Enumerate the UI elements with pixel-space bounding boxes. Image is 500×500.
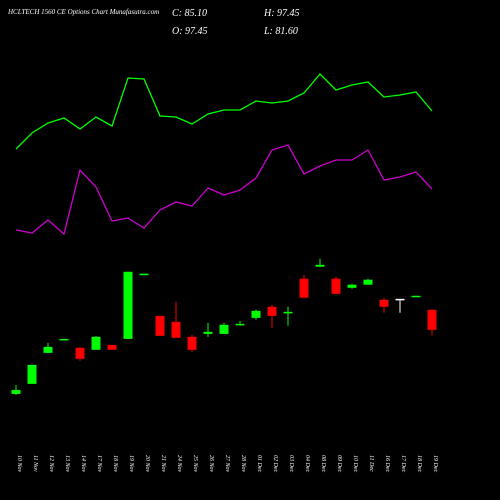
x-tick-label: 26 Nov xyxy=(208,455,214,473)
x-tick-label: 18 Nov xyxy=(112,455,118,473)
x-tick-label: 12 Nov xyxy=(48,455,54,473)
x-tick-label: 08 Dec xyxy=(320,455,326,472)
candle-body xyxy=(75,347,85,359)
candle-body xyxy=(43,346,53,353)
x-tick-label: 24 Nov xyxy=(176,455,183,473)
x-tick-label: 17 Dec xyxy=(400,455,406,472)
x-tick-label: 11 Dec xyxy=(368,455,374,472)
low-label: L: 81.60 xyxy=(263,26,298,37)
x-tick-label: 25 Nov xyxy=(192,455,198,473)
candle-body xyxy=(315,264,325,267)
candle-body xyxy=(171,321,181,338)
candle-body xyxy=(427,309,437,330)
candle-body xyxy=(235,323,245,326)
x-tick-label: 17 Nov xyxy=(96,455,102,473)
candle-body xyxy=(27,364,37,384)
x-tick-label: 04 Dec xyxy=(304,455,311,472)
candle-body xyxy=(11,390,21,394)
x-tick-label: 16 Dec xyxy=(384,455,390,472)
x-tick-label: 14 Nov xyxy=(80,455,87,473)
candle-body xyxy=(203,331,213,334)
x-tick-label: 21 Nov xyxy=(160,455,166,473)
candle-body xyxy=(219,324,229,334)
x-tick-label: 03 Dec xyxy=(288,455,294,472)
candle-body xyxy=(299,278,309,298)
candle-body xyxy=(411,295,421,298)
candle-body xyxy=(251,310,261,318)
candle-body xyxy=(395,298,405,301)
candle-body xyxy=(283,311,293,314)
x-tick-label: 01 Dec xyxy=(256,455,262,472)
close-label: C: 85.10 xyxy=(172,8,207,19)
indicator-line xyxy=(15,73,433,150)
candle-body xyxy=(187,336,197,350)
open-label: O: 97.45 xyxy=(172,26,208,37)
chart-title: HCLTECH 1560 CE Options Chart Munafasutr… xyxy=(7,8,159,16)
x-tick-label: 19 Dec xyxy=(432,455,438,472)
x-tick-label: 27 Nov xyxy=(224,455,230,473)
candle-body xyxy=(363,279,373,285)
x-tick-label: 10 Nov xyxy=(16,455,22,473)
x-tick-label: 19 Nov xyxy=(128,455,134,473)
candle-body xyxy=(91,336,101,350)
candle-body xyxy=(107,344,117,350)
x-tick-label: 11 Nov xyxy=(32,455,38,472)
candle-body xyxy=(139,273,149,276)
candle-body xyxy=(123,271,133,339)
candle-body xyxy=(347,284,357,288)
candle-body xyxy=(331,278,341,294)
candle-body xyxy=(155,315,165,336)
high-label: H: 97.45 xyxy=(263,8,300,19)
x-tick-label: 10 Dec xyxy=(352,455,358,472)
x-tick-label: 20 Nov xyxy=(144,455,150,473)
x-tick-label: 09 Dec xyxy=(336,455,342,472)
indicator-line xyxy=(15,144,433,236)
candle-body xyxy=(59,338,69,341)
x-tick-label: 02 Dec xyxy=(272,455,278,472)
x-tick-label: 13 Nov xyxy=(64,455,70,473)
candle-body xyxy=(379,299,389,307)
candle-body xyxy=(267,306,277,316)
x-tick-label: 18 Dec xyxy=(416,455,422,472)
x-tick-label: 28 Nov xyxy=(240,455,246,473)
